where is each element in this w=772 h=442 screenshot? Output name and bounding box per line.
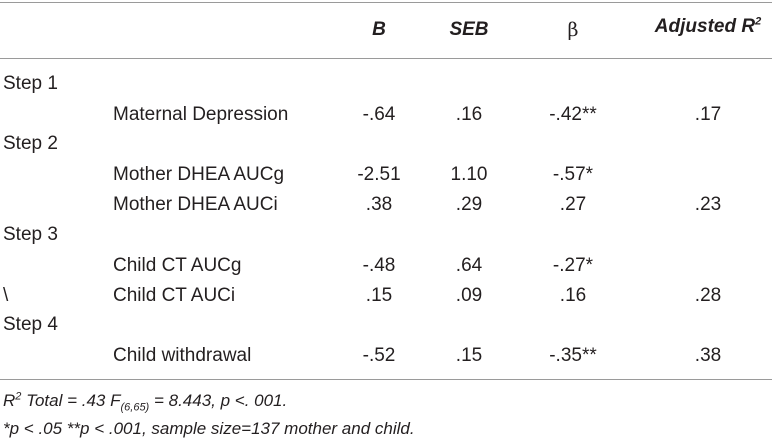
row-variable: Mother DHEA AUCi bbox=[113, 194, 278, 215]
row-beta: -.57* bbox=[552, 164, 594, 185]
header-adjusted-r2-superscript: 2 bbox=[755, 15, 762, 28]
row-beta: .27 bbox=[559, 194, 587, 215]
row-b: -.64 bbox=[362, 104, 396, 125]
row-beta: -.27* bbox=[552, 255, 594, 276]
step-3-label: Step 3 bbox=[3, 224, 58, 245]
header-rule bbox=[0, 58, 772, 59]
step-1-label: Step 1 bbox=[3, 73, 58, 94]
header-adjusted-r2-text: Adjusted R bbox=[654, 16, 756, 37]
row-beta: .16 bbox=[559, 285, 587, 306]
row-beta: -.35** bbox=[549, 345, 597, 366]
note-f-subscript: (6,65) bbox=[120, 401, 150, 414]
note-r-superscript: 2 bbox=[15, 390, 22, 403]
step-4-label: Step 4 bbox=[3, 314, 58, 335]
header-beta: β bbox=[567, 19, 579, 41]
row-seb: .15 bbox=[455, 345, 483, 366]
row-b: -2.51 bbox=[357, 164, 401, 185]
header-seb: SEB bbox=[449, 19, 489, 40]
note-f-value: = 8.443, p <. 001. bbox=[149, 391, 288, 410]
row-seb: .29 bbox=[455, 194, 483, 215]
row-variable: Child withdrawal bbox=[113, 345, 252, 366]
row-b: .15 bbox=[365, 285, 393, 306]
row-variable: Maternal Depression bbox=[113, 104, 289, 125]
note-r: R bbox=[3, 391, 16, 410]
row-adjusted-r2: .23 bbox=[694, 194, 722, 215]
row-adjusted-r2: .28 bbox=[694, 285, 722, 306]
header-adjusted-r2: Adjusted R2 bbox=[655, 16, 761, 38]
row-variable: Child CT AUCg bbox=[113, 255, 242, 276]
row-adjusted-r2: .17 bbox=[694, 104, 722, 125]
row-seb: 1.10 bbox=[450, 164, 488, 185]
table-note-statistics: R2 Total = .43 F(6,65) = 8.443, p <. 001… bbox=[3, 390, 288, 414]
header-b: B bbox=[372, 19, 386, 40]
row-beta: -.42** bbox=[549, 104, 597, 125]
row-variable: Mother DHEA AUCg bbox=[113, 164, 285, 185]
row-variable: Child CT AUCi bbox=[113, 285, 236, 306]
row-adjusted-r2: .38 bbox=[694, 345, 722, 366]
row-b: -.52 bbox=[362, 345, 396, 366]
row-b: .38 bbox=[365, 194, 393, 215]
row-seb: .09 bbox=[455, 285, 483, 306]
step-2-label: Step 2 bbox=[3, 133, 58, 154]
top-rule bbox=[0, 2, 772, 3]
row-seb: .16 bbox=[455, 104, 483, 125]
row-b: -.48 bbox=[362, 255, 396, 276]
row-seb: .64 bbox=[455, 255, 483, 276]
note-total: Total = .43 F bbox=[21, 391, 121, 410]
footer-rule bbox=[0, 379, 772, 380]
row-prefix-mark: \ bbox=[3, 285, 9, 306]
table-note-significance: *p < .05 **p < .001, sample size=137 mot… bbox=[3, 419, 415, 438]
